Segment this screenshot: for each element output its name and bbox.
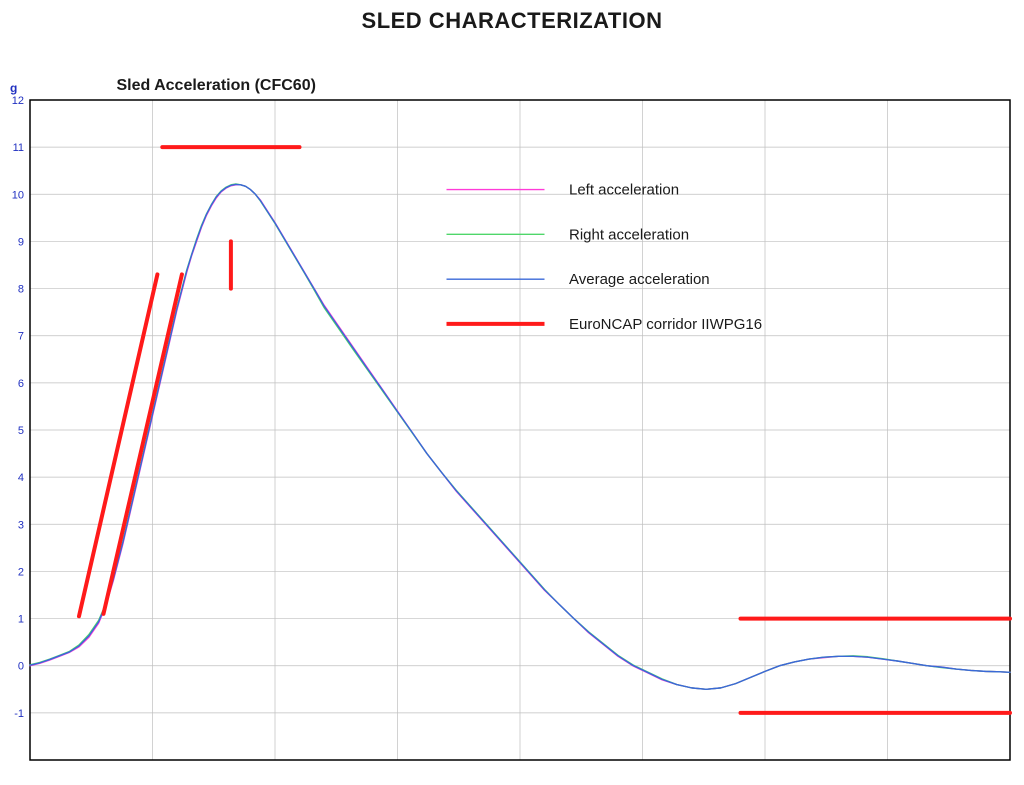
- ytick-label: 2: [18, 566, 24, 578]
- legend-label-average: Average acceleration: [569, 271, 710, 288]
- ytick-label: 12: [12, 95, 24, 107]
- ytick-label: 7: [18, 331, 24, 343]
- ytick-label: 9: [18, 236, 24, 248]
- yaxis-label: g: [10, 81, 17, 95]
- ytick-label: 0: [18, 661, 24, 673]
- ytick-label: 5: [18, 425, 24, 437]
- sled-acceleration-chart: -10123456789101112gSled Acceleration (CF…: [0, 60, 1024, 780]
- ytick-label: 10: [12, 189, 24, 201]
- corridor-segment: [104, 274, 182, 613]
- ytick-label: 1: [18, 614, 24, 626]
- legend-label-right: Right acceleration: [569, 226, 689, 243]
- chart-subtitle: Sled Acceleration (CFC60): [116, 77, 315, 94]
- legend-label-left: Left acceleration: [569, 182, 679, 199]
- ytick-label: 6: [18, 378, 24, 390]
- ytick-label: 11: [13, 142, 24, 154]
- page-title: SLED CHARACTERIZATION: [0, 8, 1024, 34]
- ytick-label: 8: [18, 284, 24, 296]
- legend-label-corridor: EuroNCAP corridor IIWPG16: [569, 316, 762, 333]
- ytick-label: -1: [14, 708, 24, 720]
- ytick-label: 4: [18, 472, 24, 484]
- ytick-label: 3: [18, 519, 24, 531]
